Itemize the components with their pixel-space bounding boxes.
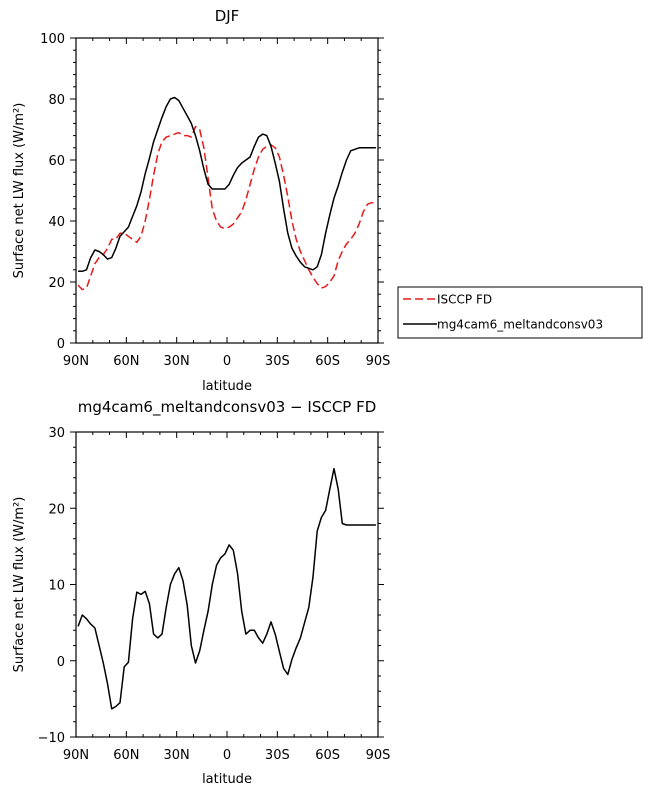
y-tick-label: 20 (48, 276, 65, 291)
series-line-0 (77, 125, 376, 291)
y-tick-label: 30 (48, 426, 65, 441)
bottom-series (77, 467, 376, 710)
x-tick-label: 90S (366, 354, 391, 369)
bottom-ticks (70, 431, 384, 738)
y-tick-label: 60 (48, 154, 65, 169)
y-tick-label: 40 (48, 215, 65, 230)
top-plot-frame (75, 37, 379, 344)
x-tick-label: 30S (265, 748, 290, 763)
bottom-xtick-labels: 90N 60N 30N 0 30S 60S 90S (63, 748, 391, 763)
bottom-ytick-labels: −10 0 10 20 30 (38, 426, 65, 746)
bottom-plot: mg4cam6_meltandconsv03 − ISCCP FD 90N 60N… (12, 398, 390, 787)
bottom-ylabel: Surface net LW flux (W/m²) (12, 497, 27, 673)
x-tick-label: 90N (63, 748, 89, 763)
top-xlabel: latitude (202, 379, 252, 394)
x-tick-label: 30N (164, 354, 190, 369)
x-tick-label: 60N (113, 354, 139, 369)
y-tick-label: 0 (57, 337, 65, 352)
legend: ISCCP FD mg4cam6_meltandconsv03 (397, 286, 643, 339)
y-tick-label: −10 (38, 731, 65, 746)
y-tick-label: 100 (40, 32, 65, 47)
series-line-1 (78, 96, 376, 273)
series-line-0 (77, 467, 376, 710)
y-tick-label: 80 (48, 93, 65, 108)
x-tick-label: 30S (265, 354, 290, 369)
top-xtick-labels: 90N 60N 30N 0 30S 60S 90S (63, 354, 391, 369)
top-ticks (70, 37, 384, 344)
x-tick-label: 60S (315, 354, 340, 369)
x-tick-label: 30N (164, 748, 190, 763)
legend-label-isccp: ISCCP FD (437, 293, 492, 307)
bottom-plot-title: mg4cam6_meltandconsv03 − ISCCP FD (78, 398, 377, 417)
x-tick-label: 60N (113, 748, 139, 763)
x-tick-label: 90N (63, 354, 89, 369)
top-ytick-labels: 0 20 40 60 80 100 (40, 32, 65, 352)
x-tick-label: 0 (223, 354, 231, 369)
top-plot: DJF 90N 60N 30N 0 30S 60S 90S 0 20 40 60 80 100 lat… (12, 7, 390, 394)
top-plot-title: DJF (215, 7, 240, 25)
y-tick-label: 0 (57, 655, 65, 670)
x-tick-label: 0 (223, 748, 231, 763)
y-tick-label: 10 (48, 579, 65, 594)
x-tick-label: 60S (315, 748, 340, 763)
top-ylabel: Surface net LW flux (W/m²) (12, 103, 27, 279)
top-series (77, 96, 376, 291)
legend-box (397, 286, 643, 339)
legend-label-model: mg4cam6_meltandconsv03 (437, 318, 603, 332)
y-tick-label: 20 (48, 502, 65, 517)
x-tick-label: 90S (366, 748, 391, 763)
bottom-xlabel: latitude (202, 772, 252, 787)
